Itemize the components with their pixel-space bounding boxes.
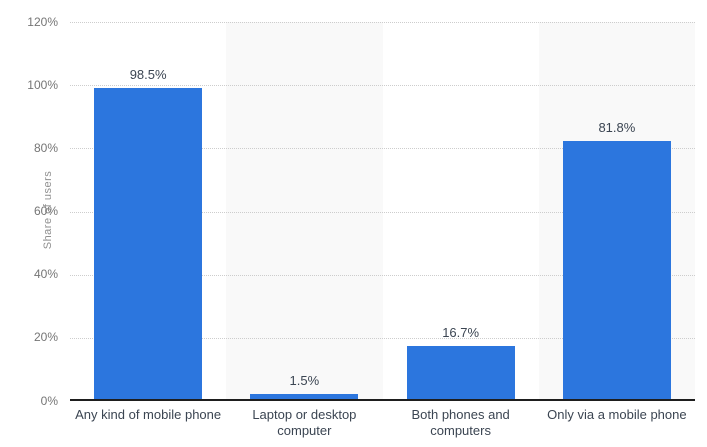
bar-value-label: 1.5% — [289, 373, 320, 389]
bar-value-label: 81.8% — [598, 119, 636, 135]
category-label: Only via a mobile phone — [547, 407, 687, 422]
gridline — [70, 85, 695, 87]
category-label: Laptop or desktop computer — [252, 407, 357, 438]
y-tick-label: 60% — [33, 204, 58, 218]
gridline — [70, 211, 695, 213]
y-tick-label: 20% — [33, 330, 58, 345]
x-axis-line — [70, 399, 695, 401]
bar[interactable] — [94, 87, 203, 399]
category-label: Any kind of mobile phone — [75, 407, 222, 422]
bar-value-label: 98.5% — [129, 66, 167, 82]
y-tick-label: 100% — [27, 77, 58, 92]
gridline — [70, 274, 695, 276]
y-tick-label: 40% — [33, 267, 58, 282]
gridline — [70, 337, 695, 339]
gridline — [70, 148, 695, 150]
y-tick-label: 0% — [40, 393, 58, 408]
bar[interactable] — [250, 394, 359, 399]
bar-value-label: 16.7% — [442, 325, 480, 341]
y-tick-label: 80% — [33, 140, 58, 155]
y-tick-label: 120% — [27, 14, 58, 29]
bar[interactable] — [406, 346, 515, 399]
plot-area: 98.5% 1.5% 16.7% 81.8% — [70, 22, 695, 401]
category-label: Both phones and computers — [411, 407, 510, 438]
gridline — [70, 22, 695, 23]
bar[interactable] — [562, 140, 671, 399]
